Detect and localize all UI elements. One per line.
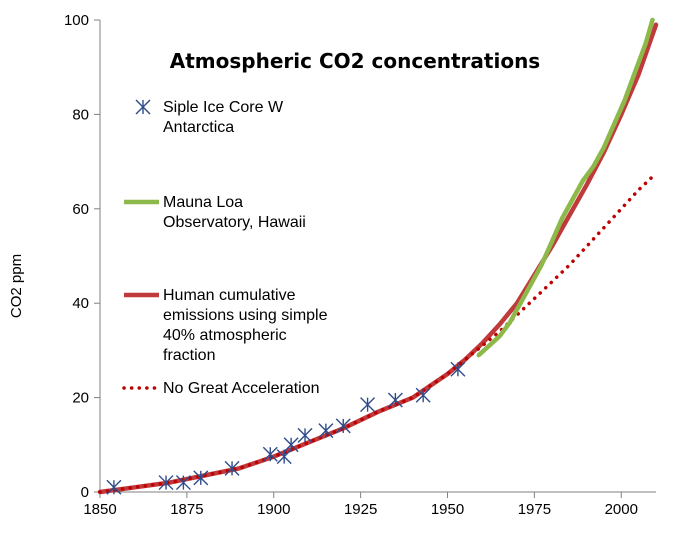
siple-ice-core-point — [387, 392, 403, 408]
legend-item: No Great Acceleration — [122, 380, 320, 397]
legend-label: Antarctica — [163, 119, 234, 136]
x-tick-label: 2000 — [605, 501, 638, 518]
x-tick-label: 1900 — [257, 501, 290, 518]
y-tick-label: 60 — [72, 201, 89, 218]
series-layer — [97, 17, 659, 495]
x-tick-label: 1975 — [518, 501, 551, 518]
y-tick-label: 20 — [72, 390, 89, 407]
y-tick-label: 0 — [81, 484, 89, 501]
siple-ice-core-point — [224, 460, 240, 476]
siple-ice-core-point — [193, 470, 209, 486]
y-tick-label: 40 — [72, 295, 89, 312]
legend-label: 40% atmospheric — [163, 327, 287, 344]
legend-label: emissions using simple — [163, 307, 328, 324]
legend-label: Observatory, Hawaii — [163, 214, 306, 231]
legend-label: No Great Acceleration — [163, 380, 320, 397]
chart-title: Atmospheric CO2 concentrations — [170, 49, 540, 73]
siple-ice-core-point — [158, 475, 174, 491]
siple-ice-core-point — [415, 387, 431, 403]
x-tick-label: 1850 — [83, 501, 116, 518]
siple-ice-core-point — [175, 475, 191, 491]
legend-label: Human cumulative — [163, 287, 296, 304]
siple-ice-core-point — [318, 423, 334, 439]
siple-ice-core-point — [276, 449, 292, 465]
siple-ice-core-point — [283, 437, 299, 453]
mauna-loa-line — [476, 17, 655, 358]
y-tick-label: 100 — [64, 12, 89, 29]
legend: Siple Ice Core W Antarctica Mauna Loa Obser… — [122, 99, 328, 397]
siple-ice-core-point — [335, 418, 351, 434]
no-great-acceleration-line — [98, 171, 658, 494]
legend-item: Siple Ice Core W Antarctica — [135, 99, 284, 136]
siple-ice-core-point — [450, 361, 466, 377]
y-axis-label: CO2 ppm — [8, 254, 25, 318]
x-tick-label: 1875 — [170, 501, 203, 518]
x-tick-label: 1950 — [431, 501, 464, 518]
y-tick-label: 80 — [72, 106, 89, 123]
legend-item: Human cumulative emissions using simple 40… — [124, 287, 328, 364]
legend-label: Mauna Loa — [163, 194, 243, 211]
siple-ice-core-point — [360, 397, 376, 413]
siple-ice-core-point — [106, 479, 122, 495]
siple-ice-core-point — [262, 446, 278, 462]
human-emissions-line — [97, 22, 659, 495]
legend-label: fraction — [163, 347, 215, 364]
siple-ice-core-point — [297, 427, 313, 443]
axes: 0 20 40 60 80 100 1850 1875 1900 1925 1950 1975 2000 — [64, 12, 656, 518]
legend-label: Siple Ice Core W — [163, 99, 284, 116]
legend-item: Mauna Loa Observatory, Hawaii — [124, 194, 306, 231]
x-tick-label: 1925 — [344, 501, 377, 518]
